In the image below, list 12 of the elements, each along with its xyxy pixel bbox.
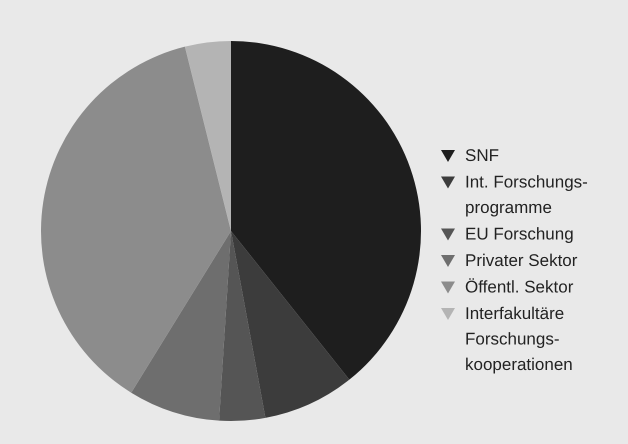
- pie-slice: [41, 46, 231, 393]
- pie-slice: [231, 231, 350, 418]
- legend-label: Privater Sektor: [465, 251, 578, 270]
- pie-slice: [219, 231, 266, 421]
- legend-label: SNF: [465, 146, 499, 165]
- legend-label: Int. Forschungs- programme: [465, 172, 588, 217]
- pie-slice: [131, 231, 231, 421]
- pie-slice: [231, 41, 421, 380]
- pie-slice: [184, 41, 231, 231]
- legend-label: Interfakultäre Forschungs- kooperationen: [465, 304, 573, 374]
- legend-label: EU Forschung: [465, 224, 574, 244]
- legend-label: Öffentl. Sektor: [465, 278, 574, 296]
